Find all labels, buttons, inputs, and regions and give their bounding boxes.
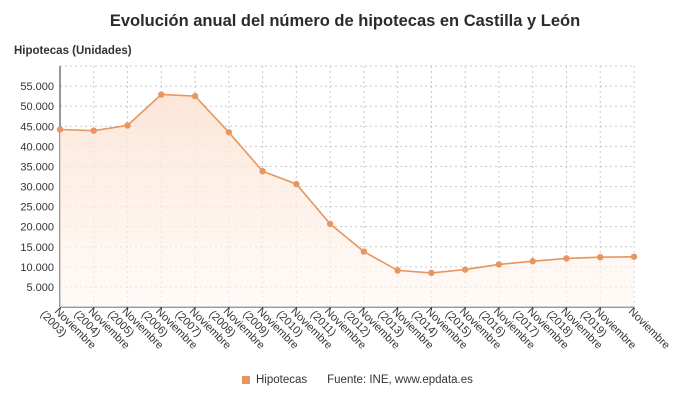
legend-label: Hipotecas bbox=[256, 374, 308, 386]
y-tick-label: 40.000 bbox=[20, 141, 54, 153]
y-tick-label: 55.000 bbox=[20, 81, 54, 93]
series-area bbox=[60, 94, 634, 307]
data-point bbox=[597, 253, 604, 261]
x-tick-labels: Noviembre(2003) Noviembre(2004) Noviembre(… bbox=[38, 306, 672, 352]
data-point bbox=[630, 253, 638, 260]
data-point bbox=[428, 269, 435, 277]
data-point bbox=[225, 129, 233, 136]
y-tick-label: 5.000 bbox=[26, 282, 54, 294]
data-point bbox=[90, 127, 97, 134]
data-point bbox=[394, 267, 401, 274]
series-area-fill bbox=[60, 94, 634, 307]
y-tick-label: 15.000 bbox=[20, 242, 54, 254]
y-tick-label: 50.000 bbox=[20, 101, 54, 113]
y-axis-label: Hipotecas (Unidades) bbox=[14, 45, 132, 57]
y-tick-label: 35.000 bbox=[20, 161, 54, 173]
data-point bbox=[124, 122, 131, 129]
data-point bbox=[158, 91, 165, 98]
data-point bbox=[191, 92, 199, 100]
y-tick-label: 10.000 bbox=[20, 262, 54, 274]
data-point bbox=[293, 180, 300, 188]
series-line-hipotecas bbox=[59, 93, 635, 274]
legend: Hipotecas Fuente: INE, www.epdata.es bbox=[242, 374, 473, 386]
y-tick-label: 20.000 bbox=[20, 222, 54, 234]
series-points bbox=[56, 91, 638, 277]
legend-swatch bbox=[242, 376, 250, 384]
data-point bbox=[529, 258, 536, 265]
source-text: Fuente: INE, www.epdata.es bbox=[327, 374, 473, 386]
data-point bbox=[326, 220, 334, 228]
data-point bbox=[360, 248, 368, 255]
data-point bbox=[495, 261, 503, 268]
data-point bbox=[56, 126, 64, 133]
y-tick-label: 30.000 bbox=[20, 182, 54, 194]
y-tick-label: 45.000 bbox=[20, 121, 54, 133]
data-point bbox=[563, 255, 570, 262]
y-tick-label: 25.000 bbox=[20, 202, 54, 214]
data-point bbox=[259, 168, 266, 175]
series-line bbox=[59, 93, 635, 274]
chart-title: Evolución anual del número de hipotecas … bbox=[109, 12, 581, 30]
y-tick-labels: 5.000 10.000 15.000 20.000 25.000 30.000 35.00… bbox=[20, 81, 54, 294]
data-point bbox=[461, 266, 469, 273]
